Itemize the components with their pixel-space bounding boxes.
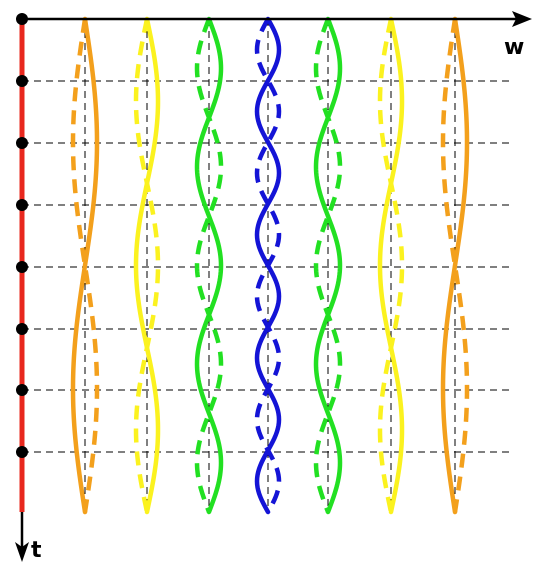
wave-pair — [313, 16, 343, 515]
solid-wave — [377, 16, 405, 515]
w-axis-label: w — [504, 35, 524, 60]
time-marker — [16, 137, 28, 149]
wave-pair — [133, 16, 161, 515]
wave-pair — [70, 16, 100, 515]
time-marker — [16, 199, 28, 211]
solid-wave — [70, 16, 100, 515]
time-marker — [16, 323, 28, 335]
wave-curves — [70, 16, 470, 515]
t-axis-label: t — [31, 538, 42, 563]
dashed-wave — [194, 18, 224, 513]
solid-wave — [440, 16, 470, 515]
axes — [15, 11, 532, 562]
wave-pair — [377, 16, 405, 515]
time-marker — [16, 446, 28, 458]
wave-pair — [254, 16, 282, 515]
w-axis-arrow — [512, 11, 532, 27]
wave-pair — [440, 16, 470, 515]
time-marker — [16, 75, 28, 87]
dashed-wave — [70, 18, 100, 513]
dashed-wave — [313, 18, 343, 513]
solid-wave — [313, 16, 343, 515]
wave-pair — [194, 16, 224, 515]
dashed-wave — [377, 18, 405, 513]
solid-wave — [133, 16, 161, 515]
time-marker — [16, 261, 28, 273]
dashed-wave — [254, 17, 282, 514]
time-markers — [16, 13, 28, 458]
t-axis-arrow — [15, 542, 29, 562]
solid-wave — [194, 16, 224, 515]
time-marker — [16, 384, 28, 396]
dashed-wave — [440, 18, 470, 513]
dashed-wave — [133, 18, 161, 513]
